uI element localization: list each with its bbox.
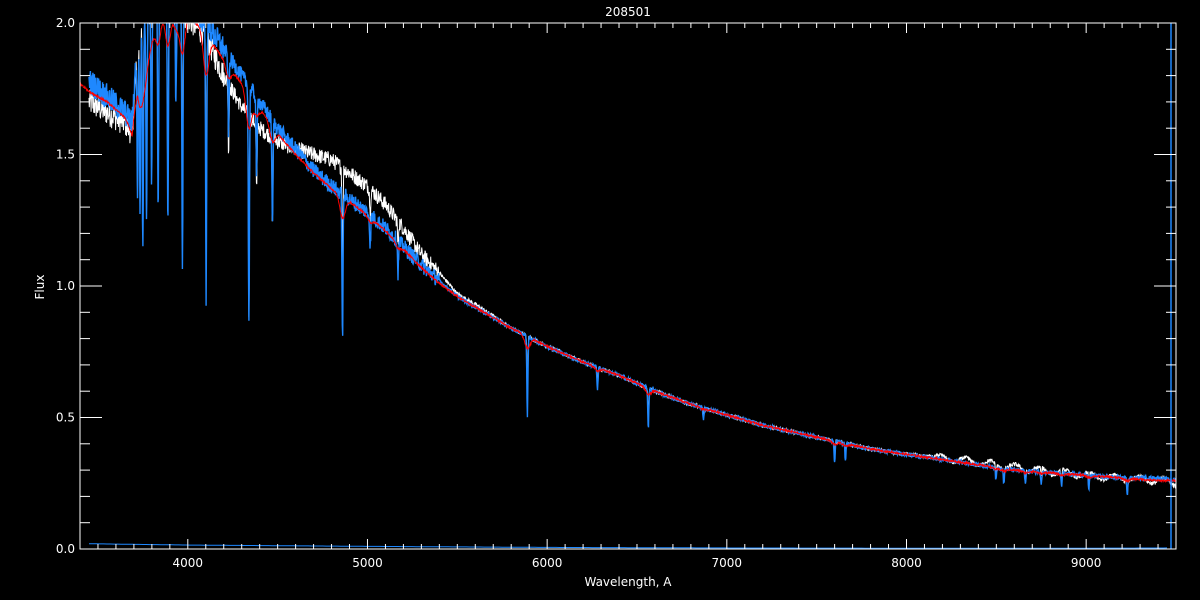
y-tick-label: 0.5 [56,411,75,425]
x-tick-label: 7000 [712,556,743,570]
series-line-3 [88,543,1168,549]
x-tick-label: 4000 [173,556,204,570]
axes: 4000 5000 6000 7000 8000 9000 0.0 0.5 1.0 1.5 2.0 [56,16,1177,570]
series-line-1 [88,23,1176,496]
y-tick-label: 0.0 [56,542,75,556]
x-tick-label: 5000 [352,556,383,570]
y-tick-label: 1.0 [56,279,75,293]
y-axis-label: Flux [33,275,47,300]
x-axis-label: Wavelength, A [584,575,672,589]
y-tick-label: 1.5 [56,148,75,162]
series-group [80,23,1176,549]
x-tick-label: 8000 [891,556,922,570]
x-tick-label: 9000 [1071,556,1102,570]
chart-title: 208501 [605,5,651,19]
series-line-0 [88,23,1176,494]
y-tick-label: 2.0 [56,16,75,30]
x-tick-label: 6000 [532,556,563,570]
series-line-2 [80,23,1176,484]
